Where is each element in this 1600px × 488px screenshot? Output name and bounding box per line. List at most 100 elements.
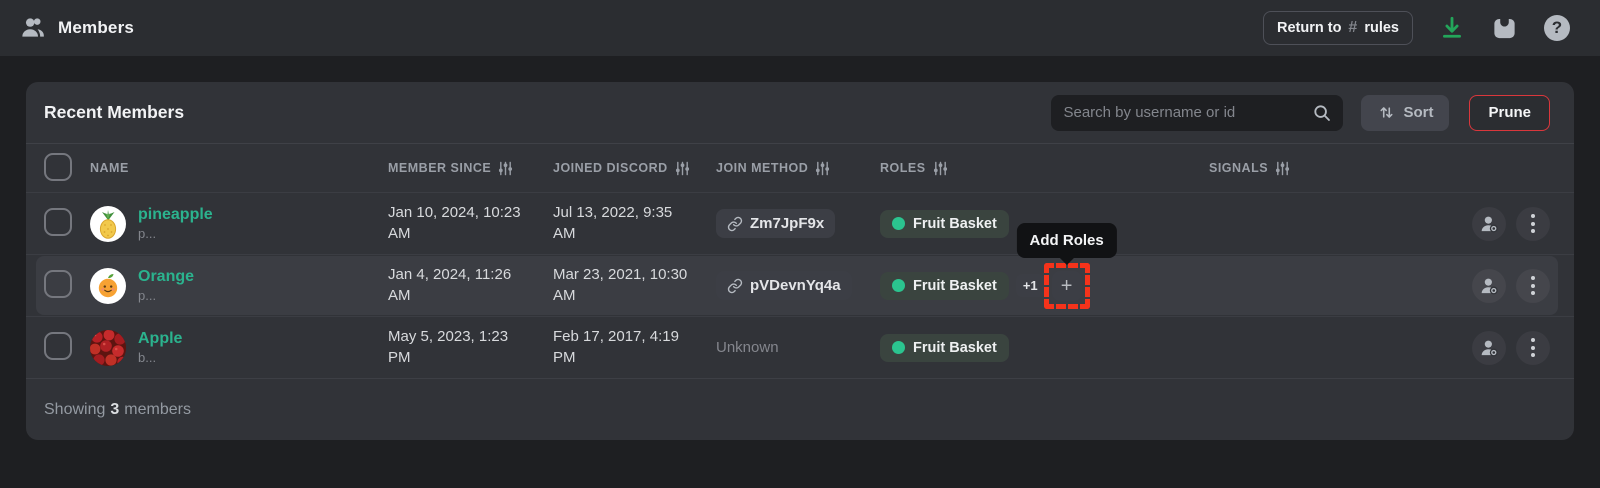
kebab-icon [1531, 214, 1535, 233]
column-label: MEMBER SINCE [388, 161, 492, 175]
page-title: Members [58, 18, 135, 37]
column-label: NAME [90, 161, 129, 175]
sort-label: Sort [1403, 104, 1434, 121]
member-since-value: Jan 10, 2024, 10:23 AM [388, 204, 521, 242]
column-header-name: NAME [90, 161, 388, 175]
join-method-pill[interactable]: pVDevnYq4a [716, 271, 852, 300]
member-username: b... [138, 350, 157, 366]
topbar-title-group: Members [20, 15, 134, 41]
prune-button[interactable]: Prune [1469, 94, 1550, 131]
row-menu-button[interactable] [1516, 330, 1550, 365]
member-name[interactable]: pineapple [138, 205, 213, 223]
avatar-orange [90, 267, 126, 304]
member-since-value: May 5, 2023, 1:23 PM [388, 328, 509, 366]
member-username: p... [138, 288, 157, 304]
joined-discord-value: Jul 13, 2022, 9:35 AM [553, 204, 673, 242]
download-icon [1439, 15, 1465, 41]
table-header-row: NAME MEMBER SINCE JOINED DISCORD JOIN ME… [26, 144, 1574, 192]
row-menu-button[interactable] [1516, 206, 1550, 241]
avatar-apple [90, 329, 126, 366]
help-button[interactable]: ? [1544, 15, 1570, 41]
filter-icon[interactable] [933, 161, 948, 176]
member-row-orange: Orange p... Jan 4, 2024, 11:26 AM Mar 23… [26, 222, 1574, 316]
member-profile-button[interactable] [1472, 268, 1506, 303]
add-roles-tooltip: Add Roles [1016, 222, 1117, 265]
search-box [1051, 94, 1344, 131]
topbar: Members Return to # rules ? [0, 0, 1600, 56]
role-label: Fruit Basket [913, 277, 997, 294]
sort-icon [1377, 103, 1396, 122]
filter-icon[interactable] [815, 161, 830, 176]
role-label: Fruit Basket [913, 215, 997, 232]
panel-title: Recent Members [44, 102, 185, 122]
row-checkbox[interactable] [44, 332, 72, 360]
role-pill[interactable]: Fruit Basket [880, 333, 1009, 362]
member-since-value: Jan 4, 2024, 11:26 AM [388, 266, 512, 304]
recent-members-panel: Recent Members Sort Prune NAME MEMBER SI… [26, 82, 1574, 440]
plus-icon: + [1060, 274, 1073, 297]
link-icon [727, 278, 743, 294]
hash-icon: # [1348, 19, 1358, 36]
members-icon [20, 15, 46, 41]
return-channel-name: rules [1364, 20, 1399, 36]
role-color-dot [892, 279, 905, 292]
kebab-icon [1531, 338, 1535, 357]
member-row-pineapple: pineapple p... Jan 10, 2024, 10:23 AM Ju… [26, 192, 1574, 254]
panel-header: Recent Members Sort Prune [26, 82, 1574, 144]
return-to-channel-button[interactable]: Return to # rules [1262, 11, 1413, 45]
member-row-apple: Apple b... May 5, 2023, 1:23 PM Feb 17, … [26, 316, 1574, 378]
invite-code: pVDevnYq4a [750, 277, 841, 294]
search-icon [1311, 102, 1333, 124]
footer-suffix: members [124, 400, 191, 418]
select-all-checkbox[interactable] [44, 152, 72, 181]
sort-button[interactable]: Sort [1361, 94, 1450, 131]
role-color-dot [892, 217, 905, 230]
row-checkbox[interactable] [44, 270, 72, 298]
column-label: JOINED DISCORD [553, 161, 668, 175]
help-icon: ? [1544, 15, 1570, 41]
member-profile-button[interactable] [1472, 330, 1506, 365]
column-header-joined-discord[interactable]: JOINED DISCORD [553, 161, 716, 176]
extra-roles-badge[interactable]: +1 [1015, 274, 1045, 297]
person-badge-icon [1478, 337, 1500, 359]
filter-icon[interactable] [1275, 161, 1290, 176]
prune-label: Prune [1488, 104, 1531, 121]
join-method-unknown: Unknown [716, 338, 779, 356]
column-label: SIGNALS [1209, 161, 1269, 175]
column-header-signals[interactable]: SIGNALS [1209, 161, 1550, 176]
avatar-pineapple [90, 205, 126, 242]
kebab-icon [1531, 276, 1535, 295]
table-footer: Showing 3 members [26, 378, 1574, 440]
joined-discord-value: Mar 23, 2021, 10:30 AM [553, 266, 688, 304]
link-icon [727, 216, 743, 232]
member-name[interactable]: Apple [138, 329, 183, 347]
column-header-roles[interactable]: ROLES [880, 161, 1209, 176]
add-roles-button[interactable]: + [1051, 270, 1082, 301]
inbox-icon [1491, 15, 1518, 42]
role-pill[interactable]: Fruit Basket [880, 209, 1009, 238]
member-name[interactable]: Orange [138, 267, 195, 285]
filter-icon[interactable] [675, 161, 690, 176]
filter-icon[interactable] [498, 161, 513, 176]
invite-code: Zm7JpF9x [750, 215, 825, 232]
column-header-member-since[interactable]: MEMBER SINCE [388, 161, 553, 176]
person-badge-icon [1478, 275, 1500, 297]
download-button[interactable] [1439, 15, 1465, 41]
person-badge-icon [1478, 213, 1500, 235]
column-label: ROLES [880, 161, 926, 175]
role-color-dot [892, 341, 905, 354]
search-input[interactable] [1063, 104, 1312, 121]
inbox-button[interactable] [1491, 15, 1518, 42]
footer-prefix: Showing [44, 400, 106, 418]
return-to-label: Return to [1276, 20, 1342, 36]
member-profile-button[interactable] [1472, 206, 1506, 241]
join-method-pill[interactable]: Zm7JpF9x [716, 209, 836, 238]
row-checkbox[interactable] [44, 208, 72, 236]
role-label: Fruit Basket [913, 339, 997, 356]
column-header-join-method[interactable]: JOIN METHOD [716, 161, 880, 176]
row-menu-button[interactable] [1516, 268, 1550, 303]
member-username: p... [138, 226, 157, 242]
joined-discord-value: Feb 17, 2017, 4:19 PM [553, 328, 679, 366]
column-label: JOIN METHOD [716, 161, 809, 175]
role-pill[interactable]: Fruit Basket [880, 271, 1009, 300]
